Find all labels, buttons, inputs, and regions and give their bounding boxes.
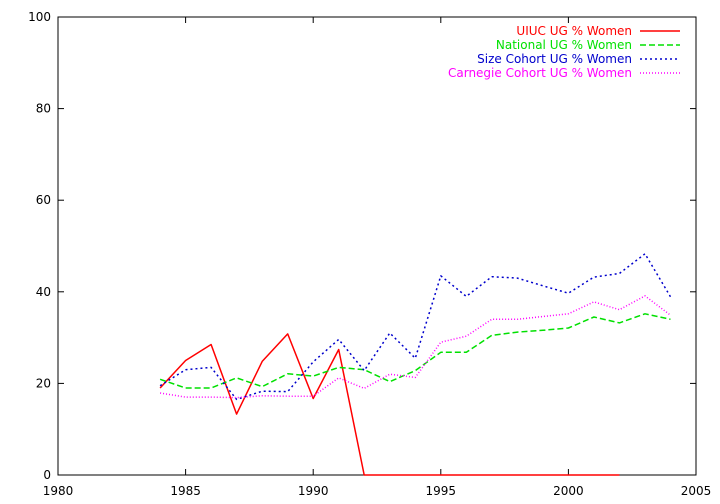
legend-label-3: Size Cohort UG % Women [477, 52, 632, 66]
plot-border [57, 16, 697, 476]
plot-frame [57, 16, 697, 476]
y-tick-label: 80 [36, 102, 51, 116]
y-tick-label: 100 [28, 10, 51, 24]
x-tick-label: 1990 [298, 484, 329, 498]
x-tick-label: 2005 [681, 484, 712, 498]
y-tick-label: 40 [36, 285, 51, 299]
series-line-4 [159, 295, 671, 399]
series-line-3 [159, 253, 672, 401]
y-tick-label: 0 [43, 468, 51, 482]
series-line-2 [159, 313, 671, 389]
x-tick-label: 1985 [170, 484, 201, 498]
x-tick-label: 2000 [553, 484, 584, 498]
series-lines [159, 253, 672, 476]
legend-label-2: National UG % Women [496, 38, 632, 52]
axis-ticks [57, 16, 697, 476]
x-tick-label: 1995 [426, 484, 457, 498]
x-tick-label: 1980 [43, 484, 74, 498]
y-tick-label: 60 [36, 193, 51, 207]
axis-tick-labels: 0 20 40 60 80 100 1980 1985 1990 1995 2000 2005 [28, 10, 711, 498]
legend-label-1: UIUC UG % Women [516, 24, 632, 38]
y-tick-label: 20 [36, 376, 51, 390]
legend-label-4: Carnegie Cohort UG % Women [448, 66, 632, 80]
series-line-1 [159, 333, 620, 476]
